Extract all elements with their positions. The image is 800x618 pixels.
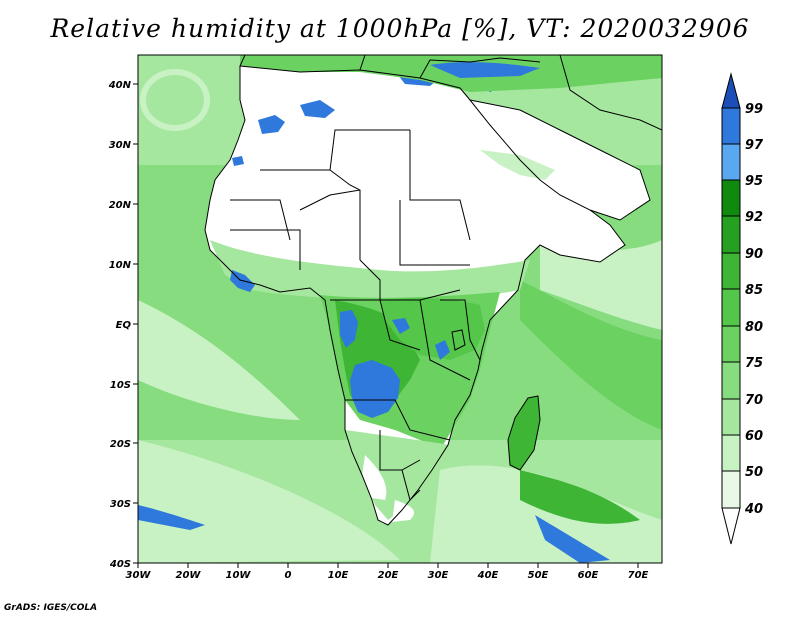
lat-tick-40n: 40N <box>108 80 132 91</box>
colorbar-label-95: 95 <box>745 174 763 189</box>
colorbar-top-arrow <box>721 72 741 109</box>
colorbar-label-50: 50 <box>745 465 763 480</box>
colorbar-bottom-arrow <box>721 507 741 545</box>
grads-credit: GrADS: IGES/COLA <box>4 603 98 613</box>
lon-tick-60e: 60E <box>578 570 599 581</box>
lon-tick-0: 0 <box>285 570 292 581</box>
colorbar-segment-60-70 <box>721 398 741 436</box>
colorbar-segment-70-75 <box>721 361 741 400</box>
lat-axis: 40N 30N 20N 10N EQ 10S 20S 30S 40S <box>108 80 138 570</box>
lat-tick-30s: 30S <box>110 499 131 510</box>
colorbar-label-70: 70 <box>745 393 763 408</box>
lon-tick-20w: 20W <box>176 570 202 581</box>
colorbar-label-99: 99 <box>745 102 763 117</box>
lat-tick-20n: 20N <box>109 200 132 211</box>
lat-tick-10n: 10N <box>109 260 132 271</box>
colorbar-segment-97-99 <box>721 107 741 145</box>
lon-tick-40e: 40E <box>477 570 499 581</box>
coastlines <box>204 55 662 526</box>
colorbar-segment-40-50 <box>721 470 741 509</box>
colorbar-label-90: 90 <box>745 247 763 262</box>
colorbar-label-60: 60 <box>745 429 763 444</box>
lon-axis: 30W 20W 10W 0 10E 20E 30E 40E 50E 60E 70… <box>126 563 649 581</box>
lat-tick-10s: 10S <box>110 380 131 391</box>
humidity-field <box>138 55 662 563</box>
colorbar-segment-95-97 <box>721 143 741 181</box>
plot-frame <box>137 54 663 564</box>
colorbar-label-97: 97 <box>745 138 764 153</box>
lat-tick-eq: EQ <box>116 320 132 331</box>
lon-tick-20e: 20E <box>378 570 399 581</box>
colorbar-segment-85-90 <box>721 252 741 290</box>
lon-tick-10w: 10W <box>226 570 252 581</box>
lon-tick-30w: 30W <box>126 570 152 581</box>
colorbar-label-85: 85 <box>745 283 763 298</box>
lat-tick-30n: 30N <box>109 140 132 151</box>
colorbar-label-75: 75 <box>745 356 763 371</box>
colorbar-segment-90-92 <box>721 215 741 254</box>
colorbar-segment-92-95 <box>721 179 741 217</box>
colorbar-segment-50-60 <box>721 434 741 472</box>
colorbar-label-92: 92 <box>745 210 763 225</box>
lon-tick-10e: 10E <box>328 570 349 581</box>
map-title: Relative humidity at 1000hPa [%], VT: 20… <box>50 14 750 43</box>
colorbar-segment-80-85 <box>721 288 741 327</box>
colorbar-label-80: 80 <box>745 320 763 335</box>
lat-tick-40s: 40S <box>109 559 131 570</box>
lat-tick-20s: 20S <box>110 439 131 450</box>
colorbar: 99 97 95 92 90 85 80 75 70 60 50 40 <box>721 72 764 545</box>
colorbar-label-40: 40 <box>744 502 763 517</box>
lon-tick-30e: 30E <box>428 570 449 581</box>
colorbar-segment-75-80 <box>721 325 741 363</box>
lon-tick-50e: 50E <box>528 570 549 581</box>
lon-tick-70e: 70E <box>628 570 649 581</box>
